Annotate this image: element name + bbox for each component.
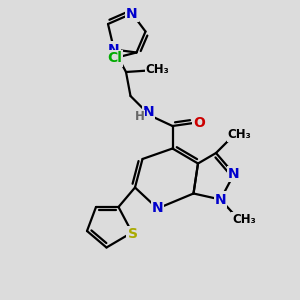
Text: CH₃: CH₃: [232, 213, 256, 226]
Text: Cl: Cl: [107, 52, 122, 65]
Text: S: S: [128, 227, 138, 241]
Text: H: H: [135, 110, 144, 124]
Text: N: N: [152, 202, 163, 215]
Text: O: O: [193, 116, 205, 130]
Text: N: N: [108, 43, 120, 56]
Text: N: N: [215, 193, 226, 206]
Text: CH₃: CH₃: [227, 128, 251, 141]
Text: N: N: [228, 167, 240, 181]
Text: N: N: [126, 7, 138, 20]
Text: CH₃: CH₃: [146, 62, 170, 76]
Text: N: N: [143, 105, 154, 119]
